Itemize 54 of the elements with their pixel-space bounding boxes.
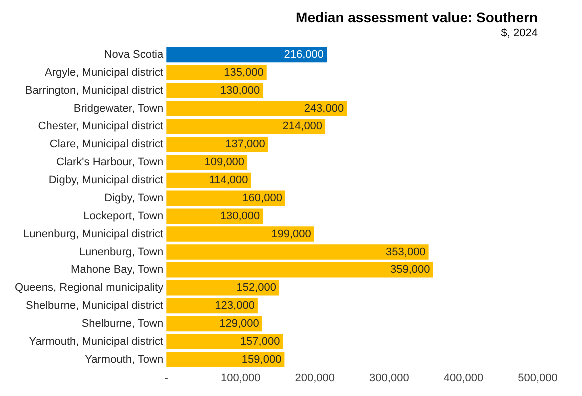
bar xyxy=(166,83,264,98)
y-tick-label: Digby, Town xyxy=(104,192,164,204)
bar xyxy=(166,244,429,260)
bar xyxy=(166,101,348,116)
data-label: 129,000 xyxy=(220,318,260,330)
bar xyxy=(166,226,314,242)
x-tick-label: 400,000 xyxy=(444,372,484,384)
bar xyxy=(166,262,434,278)
y-tick-label: Lunenburg, Municipal district xyxy=(24,228,164,240)
chart-subtitle: $, 2024 xyxy=(501,27,538,40)
bar xyxy=(166,47,328,63)
x-tick-label: 100,000 xyxy=(220,372,261,384)
data-label: 159,000 xyxy=(242,354,282,366)
data-label: 216,000 xyxy=(284,49,324,61)
y-tick-label: Yarmouth, Municipal district xyxy=(29,336,164,348)
y-tick-label: Clark's Harbour, Town xyxy=(56,156,164,169)
y-tick-label: Shelburne, Town xyxy=(82,318,164,330)
data-label: 123,000 xyxy=(215,300,255,312)
bar xyxy=(166,208,264,224)
data-label: 135,000 xyxy=(224,66,264,79)
bar xyxy=(166,119,326,134)
bar xyxy=(166,137,268,152)
y-tick-label: Barrington, Municipal district xyxy=(25,84,164,97)
chart-title: Median assessment value: Southern xyxy=(296,9,538,26)
data-label: 137,000 xyxy=(226,138,266,151)
data-label: 353,000 xyxy=(386,246,426,258)
data-label: 214,000 xyxy=(282,120,323,133)
y-tick-label: Mahone Bay, Town xyxy=(71,264,164,276)
data-label: 152,000 xyxy=(236,282,276,294)
y-tick-label: Bridgewater, Town xyxy=(74,102,164,115)
y-tick-label: Argyle, Municipal district xyxy=(44,66,164,79)
data-label: 114,000 xyxy=(209,174,248,187)
data-label: 130,000 xyxy=(220,84,260,97)
data-label: 160,000 xyxy=(242,192,282,204)
x-tick-label: - xyxy=(164,372,169,384)
y-tick-label: Chester, Municipal district xyxy=(38,120,164,133)
y-tick-label: Queens, Regional municipality xyxy=(14,282,164,294)
data-label: 130,000 xyxy=(220,210,260,222)
data-label: 199,000 xyxy=(272,228,312,240)
y-tick-label: Shelburne, Municipal district xyxy=(26,300,164,312)
x-tick-label: 500,000 xyxy=(518,372,558,384)
y-tick-label: Nova Scotia xyxy=(104,49,164,61)
y-tick-label: Yarmouth, Town xyxy=(85,354,164,366)
data-label: 157,000 xyxy=(240,336,280,348)
data-label: 359,000 xyxy=(390,264,430,276)
x-tick-label: 200,000 xyxy=(295,372,336,384)
y-tick-label: Lockeport, Town xyxy=(84,210,164,222)
y-tick-label: Digby, Municipal district xyxy=(48,174,164,187)
x-tick-label: 300,000 xyxy=(370,372,410,384)
y-tick-label: Clare, Municipal district xyxy=(50,138,164,151)
data-label: 109,000 xyxy=(204,156,245,169)
bar xyxy=(166,352,285,368)
data-label: 243,000 xyxy=(304,102,344,115)
y-tick-label: Lunenburg, Town xyxy=(79,246,164,258)
